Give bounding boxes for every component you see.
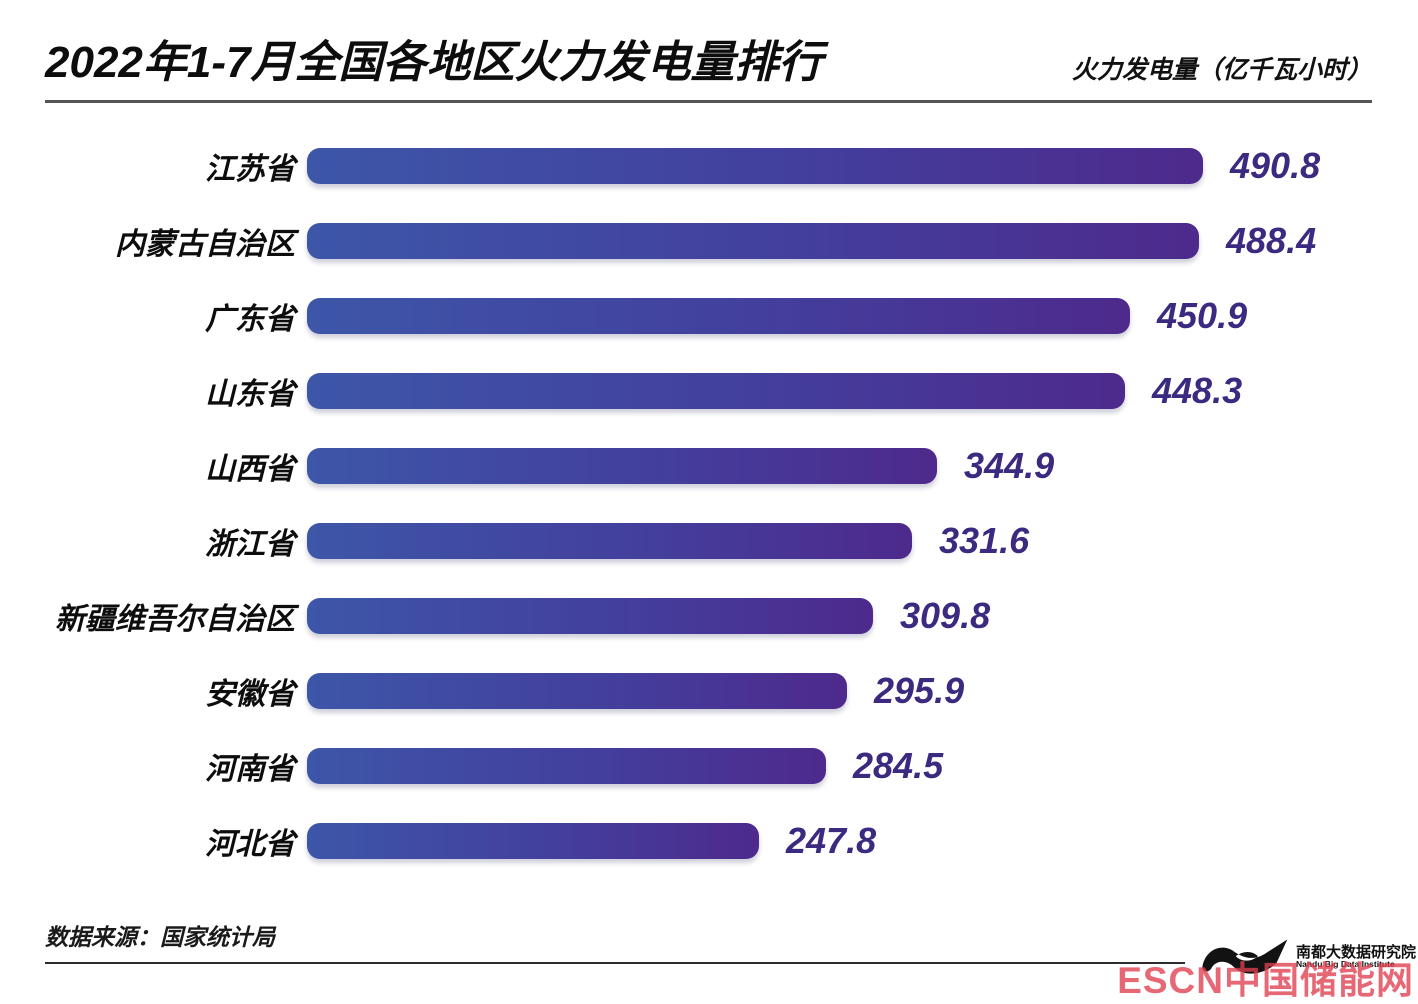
bar-row: 河北省 247.8 xyxy=(45,803,1418,878)
value-label: 247.8 xyxy=(786,819,877,861)
bar-track: 488.4 xyxy=(307,203,1418,278)
category-label: 内蒙古自治区 xyxy=(115,227,295,261)
value-label: 309.8 xyxy=(900,594,991,636)
bar-row: 河南省 284.5 xyxy=(45,728,1418,803)
bar-track: 247.8 xyxy=(307,803,1418,878)
bar xyxy=(307,822,759,859)
category-label: 河北省 xyxy=(205,827,295,861)
publisher-text: 南都大数据研究院 Nandu Big Data Institute xyxy=(1295,943,1416,970)
bar-track: 450.9 xyxy=(307,278,1418,353)
bar-row: 安徽省 295.9 xyxy=(45,653,1418,728)
value-label: 331.6 xyxy=(939,519,1030,561)
value-label: 490.8 xyxy=(1230,144,1321,186)
value-label: 284.5 xyxy=(853,744,944,786)
bar-track: 490.8 xyxy=(307,128,1418,203)
bar xyxy=(307,147,1203,184)
bar xyxy=(307,297,1130,334)
bar-track: 284.5 xyxy=(307,728,1418,803)
publisher-name-cn: 南都大数据研究院 xyxy=(1295,943,1416,961)
category-label: 河南省 xyxy=(205,752,295,786)
category-label: 山西省 xyxy=(205,452,295,486)
bar-row: 山东省 448.3 xyxy=(45,353,1418,428)
bar xyxy=(307,597,873,634)
category-label: 广东省 xyxy=(205,302,295,336)
bar-row: 新疆维吾尔自治区 309.8 xyxy=(45,578,1418,653)
bar-row: 江苏省 490.8 xyxy=(45,128,1418,203)
bar xyxy=(307,222,1199,259)
publisher-name-en: Nandu Big Data Institute xyxy=(1295,959,1395,970)
category-label: 浙江省 xyxy=(205,527,295,561)
chart-title: 2022年1-7月全国各地区火力发电量排行 xyxy=(45,38,823,87)
bar-chart: 江苏省 490.8 内蒙古自治区 488.4 广东省 450.9 山东省 448.3 山西省 34… xyxy=(45,128,1418,878)
bar-row: 山西省 344.9 xyxy=(45,428,1418,503)
nandu-logo-icon xyxy=(1202,939,1288,974)
bar xyxy=(307,522,912,559)
bar-row: 广东省 450.9 xyxy=(45,278,1418,353)
bar-row: 浙江省 331.6 xyxy=(45,503,1418,578)
value-label: 295.9 xyxy=(874,669,965,711)
value-label: 344.9 xyxy=(964,444,1055,486)
bar xyxy=(307,672,847,709)
category-label: 新疆维吾尔自治区 xyxy=(55,602,295,636)
chart-unit-label: 火力发电量（亿千瓦小时） xyxy=(1071,56,1372,84)
bar-track: 309.8 xyxy=(307,578,1418,653)
bar-track: 344.9 xyxy=(307,428,1418,503)
category-label: 山东省 xyxy=(205,377,295,411)
category-label: 江苏省 xyxy=(205,152,295,186)
value-label: 488.4 xyxy=(1226,219,1317,261)
bar xyxy=(307,747,826,784)
publisher-logo: 南都大数据研究院 Nandu Big Data Institute xyxy=(1199,934,1416,980)
bar xyxy=(307,372,1125,409)
bar-track: 331.6 xyxy=(307,503,1418,578)
bar-track: 295.9 xyxy=(307,653,1418,728)
value-label: 448.3 xyxy=(1152,369,1243,411)
category-label: 安徽省 xyxy=(205,677,295,711)
data-source-note: 数据来源：国家统计局 xyxy=(45,918,1185,964)
chart-header: 2022年1-7月全国各地区火力发电量排行 火力发电量（亿千瓦小时） xyxy=(45,26,1372,103)
bar xyxy=(307,447,937,484)
bar-track: 448.3 xyxy=(307,353,1418,428)
value-label: 450.9 xyxy=(1157,294,1248,336)
bar-row: 内蒙古自治区 488.4 xyxy=(45,203,1418,278)
